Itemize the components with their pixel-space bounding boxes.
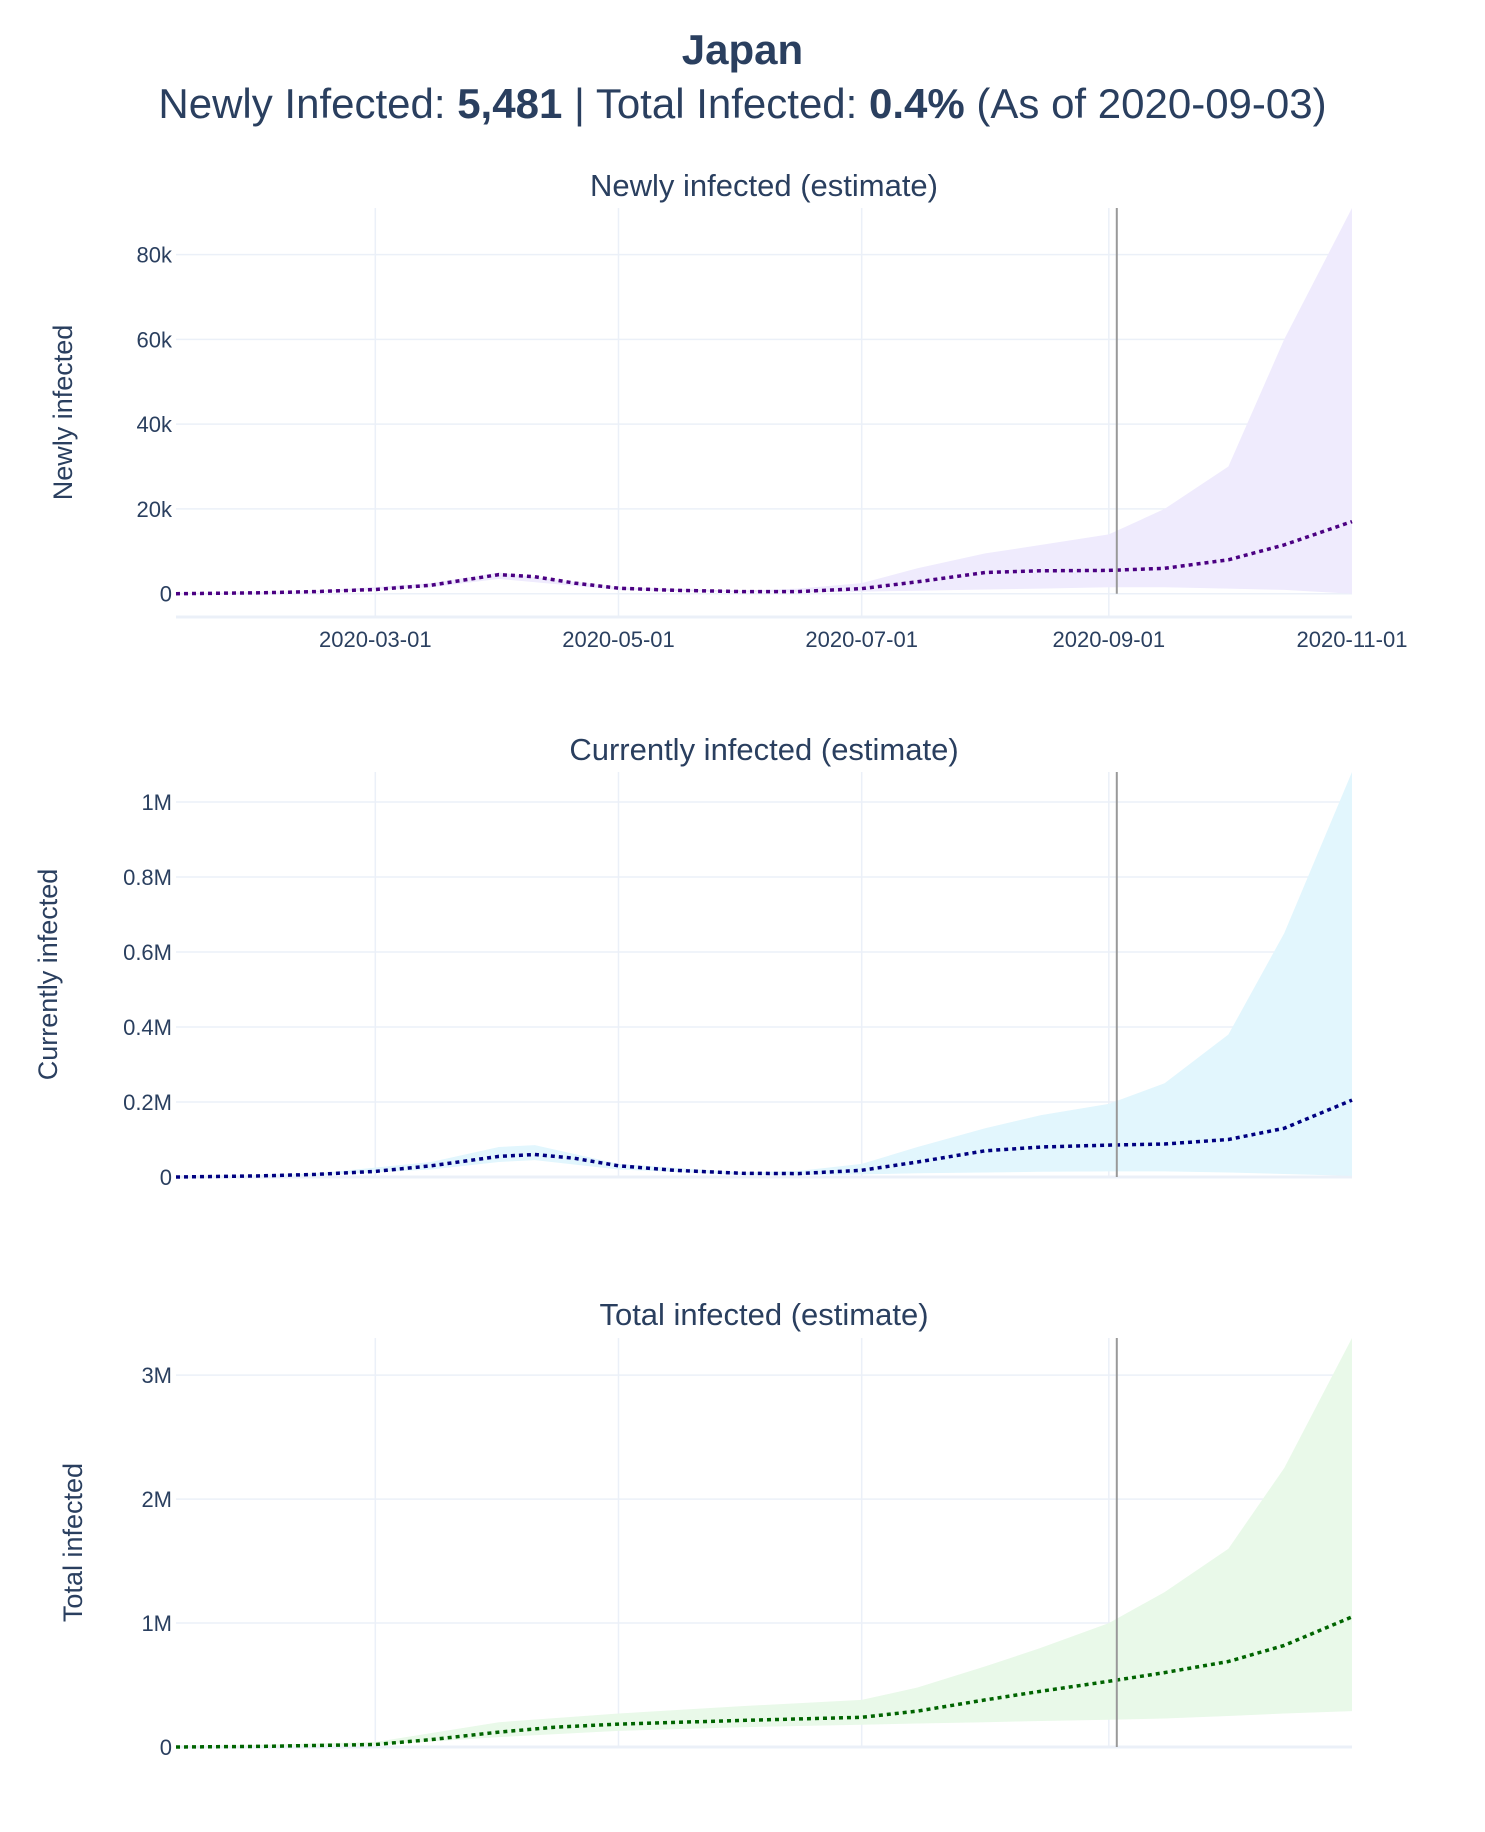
y-tick-label: 3M [141,1363,172,1388]
x-tick-label: 2020-07-01 [805,627,918,652]
y-tick-label: 60k [137,327,173,352]
y-axis-label: Currently infected [33,869,63,1081]
y-tick-label: 0.6M [123,940,172,965]
y-tick-label: 1M [141,790,172,815]
chart-3: 0 1M 2M 3M Total infected (estimate) Total in… [58,1297,1353,1760]
y-tick-label: 0.2M [123,1090,172,1115]
y-tick-label: 0 [160,1735,172,1760]
as-of-date: (As of 2020-09-03) [976,80,1327,127]
y-tick-label: 0 [160,1165,172,1190]
y-tick-label: 80k [137,243,173,268]
chart-1: 0 20k 40k 60k 80k 2020-03-01 2020-05-01 2020-07… [48,168,1407,652]
subtitle-separator: | [573,80,585,127]
x-tick-label: 2020-11-01 [1297,627,1408,652]
y-tick-label: 0.4M [123,1015,172,1040]
page-title: Japan [681,26,804,73]
total-infected-label: Total Infected: [595,80,858,127]
y-axis-label: Total infected [58,1463,88,1622]
confidence-band [176,772,1352,1177]
chart-title: Newly infected (estimate) [590,168,938,203]
y-tick-label: 0 [160,582,172,607]
estimate-line [175,1098,1353,1179]
chart-2: 0 0.2M 0.4M 0.6M 0.8M 1M Currently infected (e… [33,732,1353,1190]
chart-title: Total infected (estimate) [599,1297,928,1332]
confidence-band [176,1338,1352,1747]
x-tick-label: 2020-03-01 [319,627,432,652]
y-tick-label: 40k [137,412,173,437]
estimate-line [175,519,1353,596]
y-tick-label: 1M [141,1611,172,1636]
newly-infected-label: Newly Infected: [158,80,446,127]
total-infected-value: 0.4% [869,80,965,127]
confidence-band [176,208,1352,594]
page-subtitle: Newly Infected: 5,481 | Total Infected: … [0,80,1485,128]
chart-title: Currently infected (estimate) [569,732,958,767]
x-tick-label: 2020-05-01 [562,627,675,652]
y-axis-label: Newly infected [48,325,78,501]
newly-infected-value: 5,481 [457,80,563,127]
y-tick-label: 0.8M [123,865,172,890]
x-tick-label: 2020-09-01 [1053,627,1166,652]
y-tick-label: 20k [137,497,173,522]
y-tick-label: 2M [141,1487,172,1512]
